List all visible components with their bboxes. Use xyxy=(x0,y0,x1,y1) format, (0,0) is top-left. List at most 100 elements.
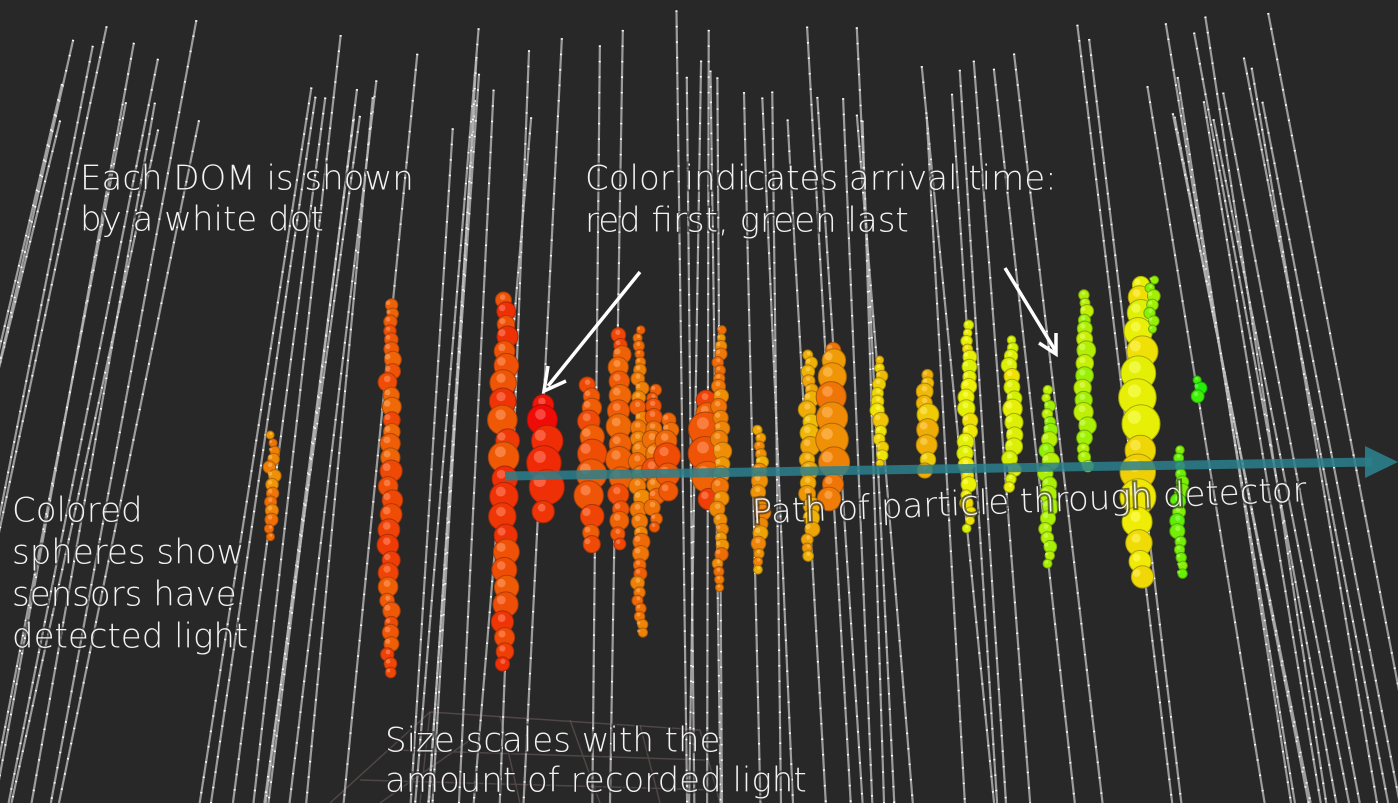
sphere-highlight xyxy=(1080,333,1086,339)
sphere-highlight xyxy=(1081,316,1085,320)
sphere-highlight xyxy=(714,433,720,439)
sphere-highlight xyxy=(1043,445,1048,450)
sphere-highlight xyxy=(650,502,656,508)
sphere-highlight xyxy=(497,596,506,605)
sphere-highlight xyxy=(1045,387,1048,390)
sphere-highlight xyxy=(634,536,640,542)
sphere-highlight xyxy=(386,327,390,331)
sphere-highlight xyxy=(637,335,640,338)
sphere xyxy=(495,657,509,671)
sphere-highlight xyxy=(755,538,760,543)
annotation-line: detected light xyxy=(12,617,248,657)
sphere-highlight xyxy=(499,645,505,651)
sphere-highlight xyxy=(1177,455,1180,458)
sphere-highlight xyxy=(1042,455,1048,461)
sphere-highlight xyxy=(757,427,760,430)
sphere-highlight xyxy=(650,491,656,497)
sphere-highlight xyxy=(651,515,655,519)
sphere-highlight xyxy=(825,477,832,484)
sphere-highlight xyxy=(963,381,968,386)
annotation-line: Color indicates arrival time: xyxy=(585,159,1057,199)
sphere-highlight xyxy=(1149,317,1153,321)
sphere-highlight xyxy=(584,401,591,408)
sphere-highlight xyxy=(701,492,708,499)
sphere-highlight xyxy=(757,558,760,561)
sphere-highlight xyxy=(383,522,391,530)
sphere-highlight xyxy=(702,393,709,400)
sphere-highlight xyxy=(269,525,272,528)
sphere-highlight xyxy=(1175,516,1180,521)
sphere-highlight xyxy=(269,448,272,451)
sphere-highlight xyxy=(920,422,928,430)
sphere-highlight xyxy=(964,372,969,377)
sphere-highlight xyxy=(716,374,720,378)
sphere-highlight xyxy=(268,489,272,493)
sphere-highlight xyxy=(384,451,391,458)
sphere-highlight xyxy=(498,614,506,622)
sphere-highlight xyxy=(1008,351,1013,356)
sphere-highlight xyxy=(964,352,969,357)
sphere-highlight xyxy=(806,359,810,363)
sphere-highlight xyxy=(877,461,880,464)
sphere-highlight xyxy=(636,366,640,370)
sphere-highlight xyxy=(1079,369,1085,375)
sphere-highlight xyxy=(385,354,391,360)
sphere-highlight xyxy=(650,479,656,485)
sphere-highlight xyxy=(1006,402,1013,409)
sphere-highlight xyxy=(876,435,880,439)
sphere-highlight xyxy=(636,589,640,593)
sphere-highlight xyxy=(715,381,720,386)
sphere-highlight xyxy=(963,448,969,454)
sphere-highlight xyxy=(1194,384,1198,388)
sphere-highlight xyxy=(757,567,760,570)
sphere-highlight xyxy=(649,433,656,440)
sphere-highlight xyxy=(1006,416,1012,422)
sphere-highlight xyxy=(636,384,641,389)
sphere-highlight xyxy=(386,659,390,663)
sphere-highlight xyxy=(268,455,272,459)
sphere-highlight xyxy=(1079,420,1085,426)
sphere-highlight xyxy=(1008,344,1012,348)
sphere-highlight xyxy=(1149,277,1152,280)
sphere-highlight xyxy=(1133,569,1141,577)
sphere-highlight xyxy=(1131,303,1140,312)
sphere-highlight xyxy=(806,377,810,381)
sphere-highlight xyxy=(383,566,390,573)
sphere-highlight xyxy=(383,537,391,545)
sphere-highlight xyxy=(1134,279,1140,285)
sphere-highlight xyxy=(611,450,620,459)
sphere-highlight xyxy=(1133,289,1141,297)
sphere-highlight xyxy=(962,402,968,408)
sphere-highlight xyxy=(637,621,641,625)
sphere-highlight xyxy=(498,631,505,638)
sphere-highlight xyxy=(807,545,810,548)
sphere-highlight xyxy=(535,430,546,441)
sphere-highlight xyxy=(635,433,640,438)
sphere xyxy=(962,524,971,533)
sphere-highlight xyxy=(498,329,505,336)
sphere xyxy=(264,524,273,533)
sphere-highlight xyxy=(582,508,590,516)
sphere-highlight xyxy=(920,438,927,445)
sphere-highlight xyxy=(385,344,390,349)
sphere-highlight xyxy=(1079,357,1085,363)
sphere-highlight xyxy=(634,455,640,461)
annotation-line: red first, green last xyxy=(585,201,909,241)
sphere-highlight xyxy=(876,451,880,455)
sphere-highlight xyxy=(963,426,968,431)
sphere-highlight xyxy=(1177,470,1181,474)
sphere-highlight xyxy=(613,374,620,381)
sphere-highlight xyxy=(385,639,390,644)
sphere-highlight xyxy=(637,605,641,609)
sphere-highlight xyxy=(1044,402,1048,406)
sphere-highlight xyxy=(386,618,391,623)
sphere-highlight xyxy=(875,405,880,410)
annotation-line: Size scales with the xyxy=(385,721,720,761)
event-display: Each DOM is shown by a white dot Color i… xyxy=(0,0,1398,803)
sphere xyxy=(1178,569,1187,578)
sphere-highlight xyxy=(876,389,880,393)
sphere-highlight xyxy=(716,515,721,520)
sphere-highlight xyxy=(613,360,620,367)
sphere-highlight xyxy=(1007,382,1013,388)
sphere-highlight xyxy=(497,357,506,366)
